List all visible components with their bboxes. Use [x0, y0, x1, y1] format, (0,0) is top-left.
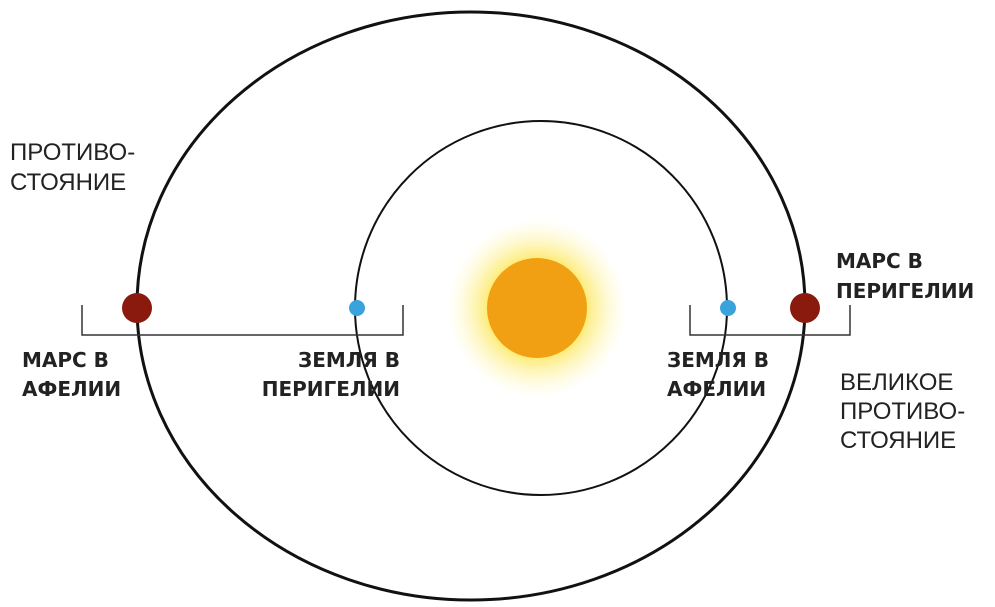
label: ЗЕМЛЯ В — [298, 348, 400, 372]
mars-perihelion-dot — [790, 293, 820, 323]
label: ВЕЛИКОЕ — [840, 369, 953, 396]
label: ПЕРИГЕЛИИ — [836, 279, 974, 303]
label: АФЕЛИИ — [22, 377, 121, 401]
label: ПРОТИВО- — [840, 398, 965, 425]
label: СТОЯНИЕ — [10, 169, 126, 196]
label: ПЕРИГЕЛИИ — [262, 377, 400, 401]
sun — [487, 258, 587, 358]
earth-aphelion-dot — [720, 300, 736, 316]
label: ЗЕМЛЯ В — [667, 348, 769, 372]
label: МАРС В — [836, 249, 923, 273]
label: ПРОТИВО- — [10, 139, 135, 166]
mars-aphelion-dot — [122, 293, 152, 323]
earth-perihelion-dot — [349, 300, 365, 316]
bracket-right — [690, 305, 850, 335]
orbit-diagram: ПРОТИВО- СТОЯНИЕ МАРС В АФЕЛИИ ЗЕМЛЯ В П… — [0, 0, 995, 607]
label: АФЕЛИИ — [667, 377, 766, 401]
label: СТОЯНИЕ — [840, 427, 956, 454]
label: МАРС В — [22, 348, 109, 372]
